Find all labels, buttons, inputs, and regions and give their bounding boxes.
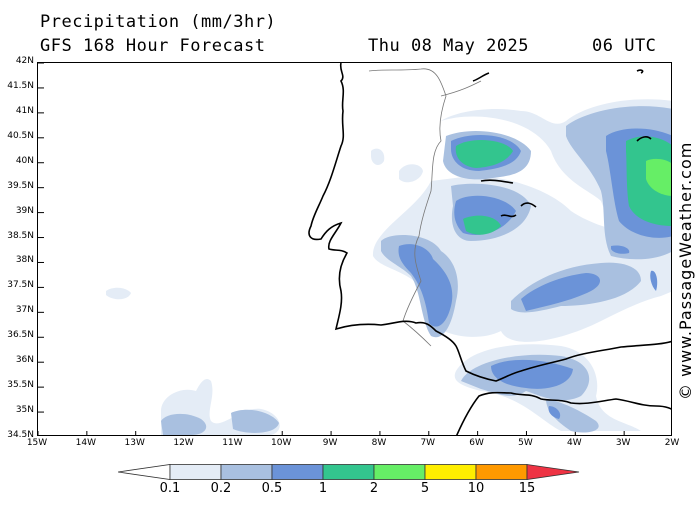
longitude-label: 5W: [518, 438, 533, 448]
latitude-label: 35.5N: [7, 380, 34, 391]
valid-date: Thu 08 May 2025: [368, 36, 530, 56]
latitude-label: 35N: [15, 405, 34, 416]
legend-swatch: [169, 464, 222, 480]
longitude-label: 2W: [664, 438, 680, 448]
longitude-label: 10W: [271, 438, 292, 448]
latitude-label: 40.5N: [7, 130, 34, 141]
latitude-label: 37N: [15, 305, 34, 316]
latitude-label: 39N: [15, 205, 34, 216]
longitude-label: 14W: [75, 438, 97, 448]
latitude-label: 36.5N: [7, 330, 34, 341]
latitude-label: 37.5N: [7, 280, 34, 291]
longitude-label: 12W: [173, 438, 194, 448]
longitude-label: 15W: [26, 438, 48, 448]
legend-arrow-low: [118, 464, 171, 480]
forecast-label: GFS 168 Hour Forecast: [40, 36, 266, 56]
latitude-label: 41N: [15, 105, 34, 116]
latitude-label: 42N: [15, 56, 34, 66]
map-svg: [38, 63, 671, 435]
legend-swatch: [271, 464, 324, 480]
legend-arrow-high: [526, 464, 580, 480]
legend-swatch: [475, 464, 528, 480]
precipitation-map: [37, 62, 672, 436]
latitude-label: 38N: [15, 255, 34, 266]
longitude-label: 4W: [566, 438, 582, 448]
longitude-label: 3W: [615, 438, 631, 448]
latitude-label: 34.5N: [7, 430, 34, 440]
valid-time: 06 UTC: [592, 36, 657, 56]
latitude-label: 38.5N: [7, 230, 34, 241]
legend-level-label: 2: [369, 481, 379, 496]
longitude-label: 9W: [322, 438, 338, 448]
legend-level-label: 0.5: [261, 481, 283, 496]
coastlines: [308, 63, 671, 435]
legend-swatch: [220, 464, 273, 480]
legend-swatch: [322, 464, 375, 480]
legend-level-label: 15: [518, 481, 536, 496]
legend-swatch: [424, 464, 477, 480]
longitude-label: 13W: [124, 438, 145, 448]
latitude-label: 39.5N: [7, 180, 34, 191]
longitude-label: 8W: [371, 438, 387, 448]
longitude-label: 7W: [420, 438, 436, 448]
legend-level-label: 0.2: [210, 481, 232, 496]
legend-swatch: [373, 464, 426, 480]
legend-level-label: 1: [318, 481, 328, 496]
precip-level-2: [646, 158, 671, 196]
legend-level-label: 0.1: [159, 481, 181, 496]
land-borders: [368, 68, 482, 347]
precip-legend-bar: [118, 464, 580, 480]
legend-level-label: 10: [467, 481, 485, 496]
longitude-label: 11W: [222, 438, 243, 448]
latitude-label: 41.5N: [7, 80, 34, 91]
longitude-label: 6W: [469, 438, 484, 448]
legend-level-label: 5: [420, 481, 430, 496]
chart-title: Precipitation (mm/3hr): [40, 12, 277, 32]
credit-text: © www.PassageWeather.com: [676, 141, 695, 400]
latitude-label: 40N: [15, 155, 34, 166]
latitude-label: 36N: [15, 355, 34, 366]
